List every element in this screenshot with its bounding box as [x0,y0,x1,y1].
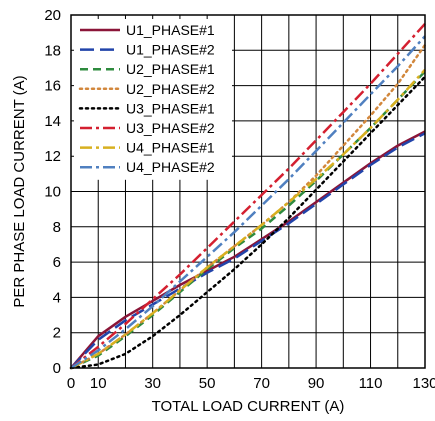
legend-background [74,19,232,180]
y-axis-title: PER PHASE LOAD CURRENT (A) [11,75,28,307]
y-tick-label: 6 [53,254,61,271]
legend-label: U2_PHASE#2 [126,81,215,97]
x-tick-label: 10 [90,375,107,392]
y-tick-label: 4 [53,289,61,306]
y-tick-label: 0 [53,360,61,377]
series-line-u3-phase-2 [70,22,426,369]
legend-label: U4_PHASE#1 [126,140,215,156]
series-line-u2-phase-2 [69,43,427,370]
legend: U1_PHASE#1 U1_PHASE#2 U2_PHASE#1 U2_PHASE#2… [74,19,232,180]
x-tick-label: 70 [253,375,270,392]
y-tick-label: 12 [44,148,61,165]
series-line-u3-phase-1 [69,75,427,370]
x-tick-labels: 0 10 30 50 70 90 110 130 [67,375,435,392]
plot-frame [70,14,426,369]
x-tick-label: 0 [67,375,75,392]
x-tick-label: 130 [412,375,435,392]
x-axis-title: TOTAL LOAD CURRENT (A) [152,398,345,415]
y-tick-label: 20 [44,7,61,24]
legend-label: U1_PHASE#2 [126,42,215,58]
y-tick-label: 16 [44,78,61,95]
series-line-u4-phase-1 [70,68,426,370]
y-tick-label: 18 [44,42,61,59]
y-tick-label: 2 [53,325,61,342]
legend-label: U3_PHASE#1 [126,100,215,116]
y-tick-label: 14 [44,113,61,130]
series-line-u4-phase-2 [70,35,426,370]
series-lines [69,22,427,370]
y-tick-labels: 0 2 4 6 8 10 12 14 16 18 20 [44,7,61,377]
legend-label: U2_PHASE#1 [126,61,215,77]
legend-label: U1_PHASE#1 [126,22,215,38]
legend-label: U3_PHASE#2 [126,120,215,136]
x-tick-label: 50 [199,375,216,392]
y-tick-label: 8 [53,219,61,236]
x-tick-label: 30 [144,375,161,392]
x-tick-label: 90 [308,375,325,392]
x-tick-label: 110 [359,375,383,392]
y-tick-label: 10 [44,184,61,201]
legend-label: U4_PHASE#2 [126,159,215,175]
series-line-u1-phase-1 [70,130,426,369]
